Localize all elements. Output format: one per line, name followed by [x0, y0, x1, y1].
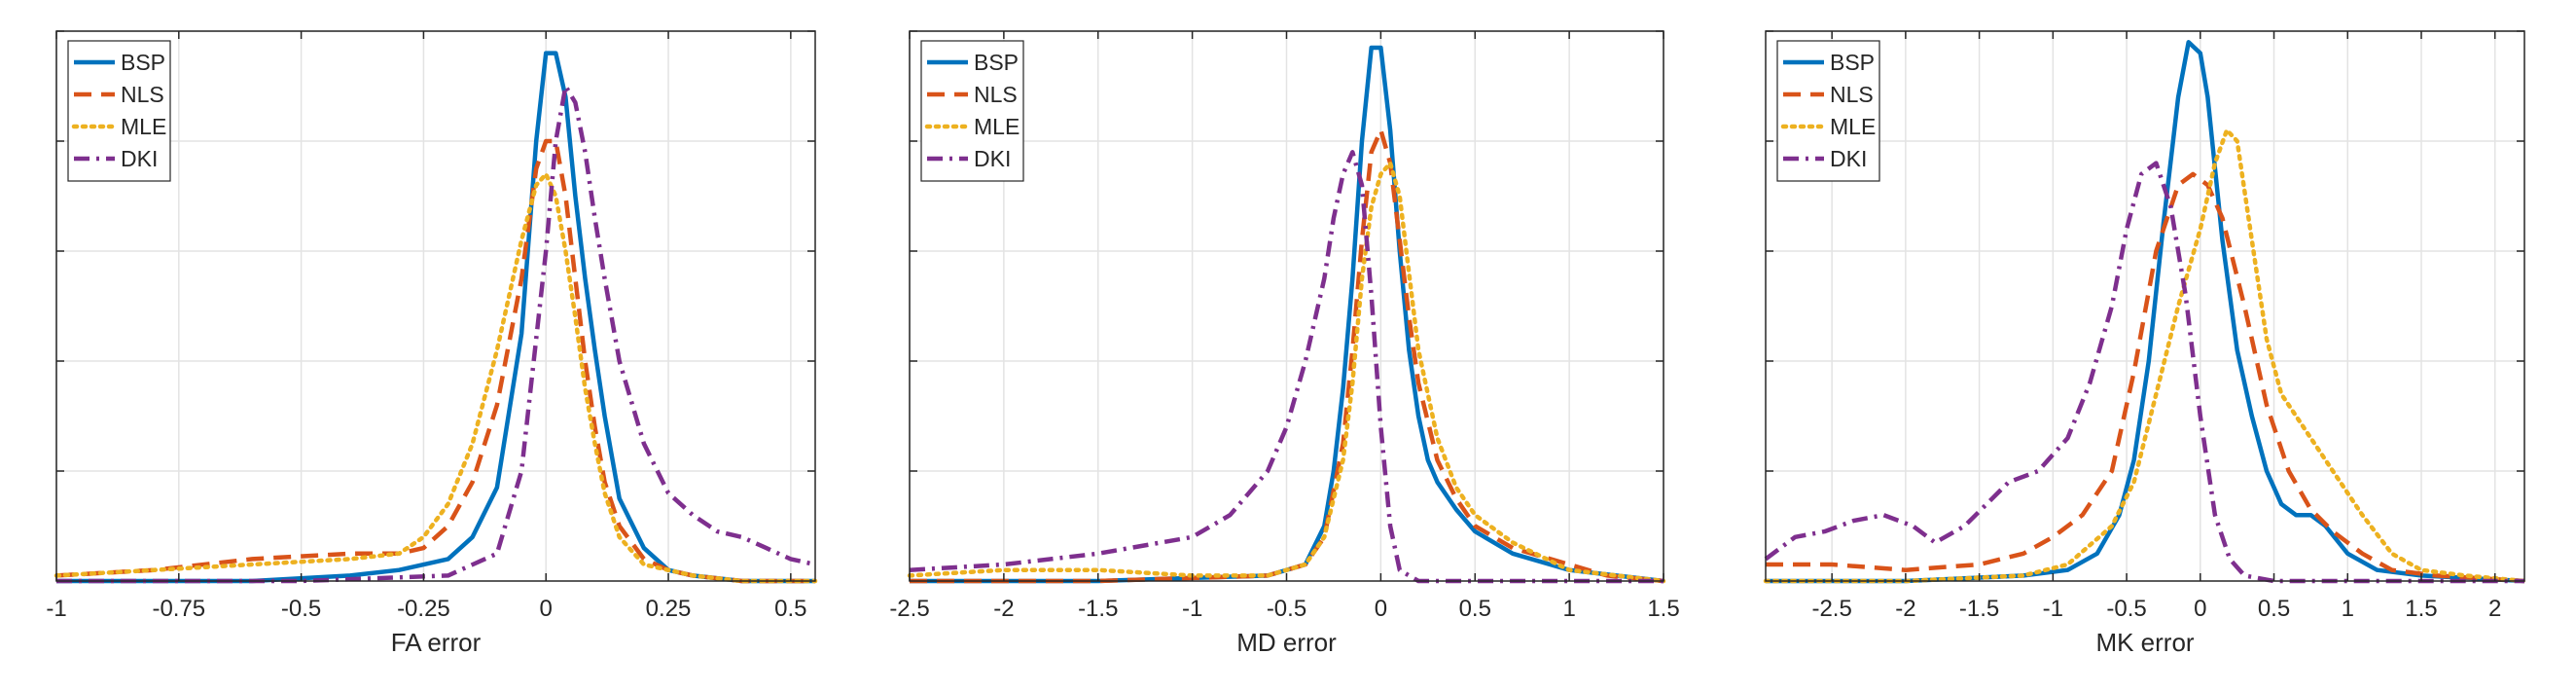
- x-axis-label: FA error: [391, 628, 482, 657]
- mk-series: [1763, 40, 2527, 584]
- legend-label-mle: MLE: [1830, 114, 1876, 139]
- legend-label-dki: DKI: [121, 146, 158, 171]
- legend-label-mle: MLE: [974, 114, 1020, 139]
- x-tick-label: 0.5: [774, 596, 806, 622]
- series-line-bsp: [56, 51, 815, 584]
- series-line-nls: [1766, 171, 2525, 584]
- mk-legend: BSP NLS MLE DKI: [1776, 40, 1880, 182]
- fa-axes-box: [55, 30, 816, 582]
- x-tick-label: 0: [540, 596, 553, 622]
- panel-md-error: -2.5 -2 -1.5 -1 -0.5 0 0.5 1 1.5 MD error BSP NLS ML…: [889, 30, 1680, 657]
- legend-label-nls: NLS: [1830, 82, 1874, 107]
- x-tick-label: 1: [1562, 596, 1575, 622]
- x-tick-label: -1: [1182, 596, 1202, 622]
- x-tick-label: -1.5: [1959, 596, 1999, 622]
- x-axis-label: MK error: [2095, 628, 2194, 657]
- series-line-dki: [56, 84, 816, 584]
- x-tick-label: -2.5: [1811, 596, 1851, 622]
- series-line-mle: [1763, 127, 2527, 584]
- legend-label-mle: MLE: [121, 114, 166, 139]
- x-axis-label: MD error: [1236, 628, 1337, 657]
- fa-legend: BSP NLS MLE DKI: [67, 40, 171, 182]
- legend-label-bsp: BSP: [974, 50, 1019, 75]
- series-line-bsp: [910, 45, 1664, 584]
- panel-mk-error: -2.5 -2 -1.5 -1 -0.5 0 0.5 1 1.5 2 MK error BSP NLS M…: [1763, 30, 2527, 657]
- legend-label-nls: NLS: [974, 82, 1018, 107]
- x-tick-label: 1.5: [1647, 596, 1679, 622]
- fa-grid: [55, 30, 815, 581]
- legend-label-bsp: BSP: [121, 50, 165, 75]
- x-tick-label: -0.5: [2106, 596, 2146, 622]
- x-tick-label: -1: [46, 596, 66, 622]
- md-series: [907, 45, 1666, 584]
- x-tick-label: 2: [2488, 596, 2501, 622]
- x-tick-label: 0: [2194, 596, 2206, 622]
- x-tick-label: -0.75: [152, 596, 205, 622]
- legend-label-bsp: BSP: [1830, 50, 1875, 75]
- legend-label-nls: NLS: [121, 82, 164, 107]
- legend-label-dki: DKI: [1830, 146, 1867, 171]
- x-tick-label: -2.5: [889, 596, 929, 622]
- x-tick-label: 1.5: [2405, 596, 2437, 622]
- mk-axes-box: [1765, 30, 2525, 582]
- series-line-dki: [1764, 161, 2524, 584]
- x-tick-label: -2: [993, 596, 1014, 622]
- x-tick-label: 1: [2342, 596, 2354, 622]
- x-tick-label: 0.25: [646, 596, 692, 622]
- panel-fa-error: -1 -0.75 -0.5 -0.25 0 0.25 0.5 FA error BSP NLS ML…: [46, 30, 818, 657]
- x-tick-label: -2: [1895, 596, 1915, 622]
- series-line-mle: [907, 161, 1666, 584]
- x-tick-label: 0: [1375, 596, 1387, 622]
- x-tick-label: -1.5: [1078, 596, 1118, 622]
- x-tick-label: 0.5: [2258, 596, 2290, 622]
- legend-label-dki: DKI: [974, 146, 1011, 171]
- md-legend: BSP NLS MLE DKI: [920, 40, 1024, 182]
- x-tick-label: -1: [2043, 596, 2063, 622]
- series-line-dki: [909, 150, 1664, 584]
- x-tick-label: -0.5: [281, 596, 321, 622]
- x-tick-label: -0.25: [397, 596, 450, 622]
- x-tick-label: -0.5: [1267, 596, 1306, 622]
- series-line-mle: [54, 171, 818, 584]
- fa-series: [54, 51, 818, 584]
- x-tick-label: 0.5: [1459, 596, 1491, 622]
